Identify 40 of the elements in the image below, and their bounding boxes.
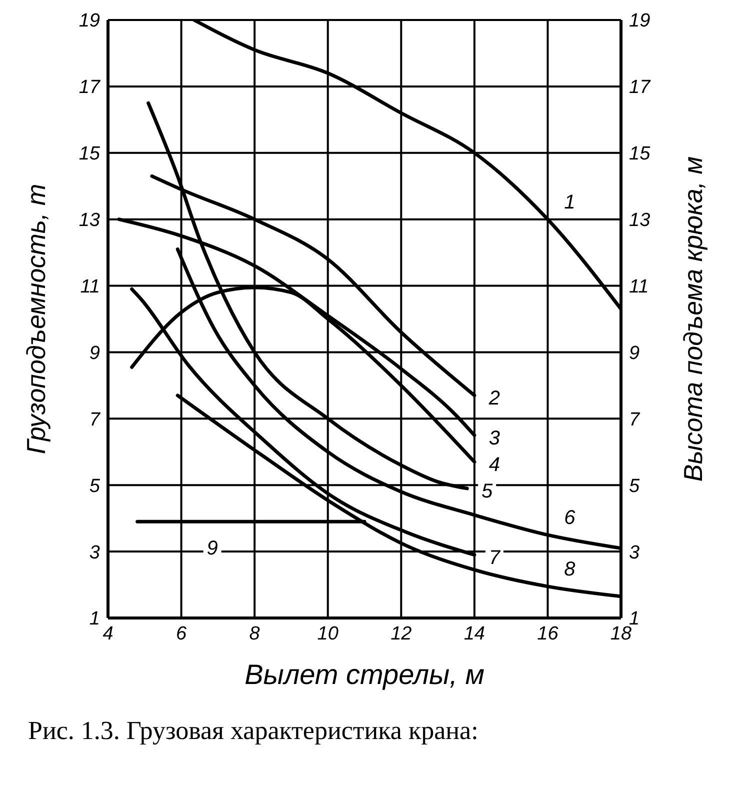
y-tick-label: 9	[89, 342, 100, 364]
series-label: 7	[488, 546, 501, 569]
y-tick-label: 5	[89, 476, 100, 497]
series-label: 4	[488, 454, 500, 476]
y2-tick-label: 19	[629, 10, 651, 32]
series-label: 2	[488, 387, 500, 410]
x-tick-label: 18	[610, 623, 632, 644]
y-tick-label: 17	[78, 77, 102, 98]
series-label: 8	[564, 558, 576, 580]
y2-tick-label: 9	[629, 342, 640, 364]
x-axis-title: Вылет стрелы, м	[244, 659, 484, 690]
x-tick-label: 16	[537, 623, 559, 644]
series-label: 5	[482, 480, 494, 502]
series-label: 1	[564, 191, 576, 214]
y-axis-title: Грузоподъемность, т	[21, 184, 52, 454]
x-tick-label: 6	[176, 623, 187, 644]
y-tick-label: 19	[78, 10, 100, 32]
x-tick-label: 14	[464, 623, 485, 644]
y2-tick-label: 15	[629, 144, 651, 165]
y-tick-label: 7	[89, 409, 102, 430]
y2-tick-label: 7	[629, 409, 641, 430]
y2-tick-label: 3	[629, 542, 640, 564]
y2-axis-title: Высота подъема крюка, м	[678, 156, 708, 482]
y2-tick-label: 17	[629, 77, 652, 98]
y-tick-label: 11	[80, 276, 100, 298]
y-tick-label: 3	[89, 542, 100, 564]
x-tick-label: 12	[390, 623, 412, 644]
x-tick-label: 4	[102, 623, 114, 644]
y-tick-label: 15	[78, 144, 100, 165]
y2-tick-label: 5	[629, 476, 640, 497]
text: Рис. 1.3. Грузовая характеристика крана:	[27, 716, 480, 746]
series-label: 6	[564, 506, 576, 529]
y-tick-label: 1	[89, 608, 100, 630]
y2-tick-label: 11	[629, 276, 649, 298]
y2-tick-label: 13	[629, 210, 651, 232]
x-tick-label: 10	[317, 623, 339, 644]
x-tick-label: 8	[249, 623, 260, 644]
y-tick-label: 13	[78, 210, 100, 232]
series-label: 9	[206, 538, 218, 560]
series-label: 3	[488, 427, 500, 450]
